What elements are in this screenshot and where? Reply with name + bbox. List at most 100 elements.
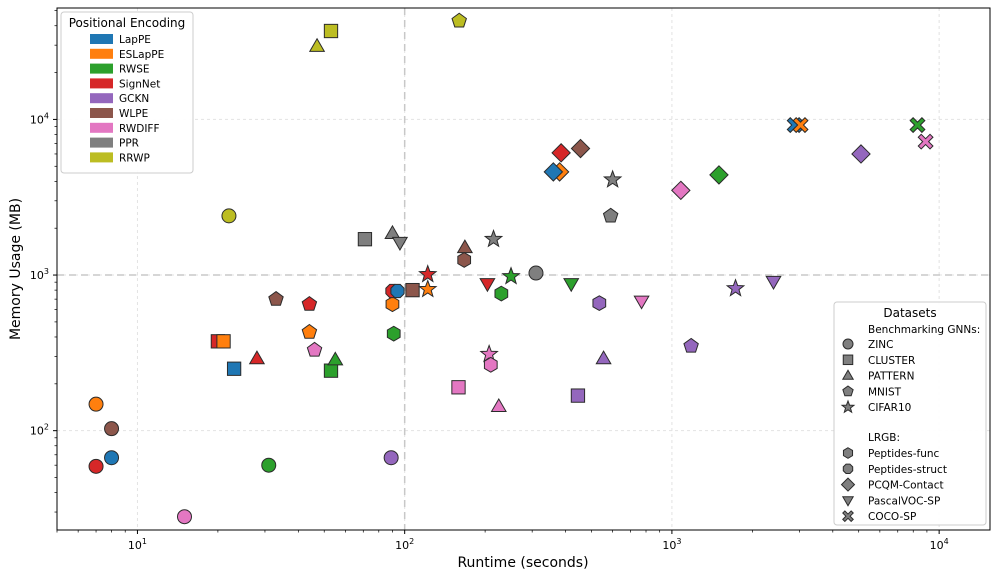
legend-positional-encoding: Positional Encoding LapPE ESLapPE RWSE Sign… (60, 11, 194, 174)
y-axis-label: Memory Usage (MB) (8, 198, 24, 340)
legend-label-rrwp: RRWP (119, 152, 150, 164)
point-wlpe-mnist (268, 290, 284, 306)
legend-ds-label-pcqm-contact: PCQM-Contact (868, 480, 944, 492)
point-rwse-cifar10 (501, 266, 521, 285)
point-signnet-pcqm-contact (551, 143, 571, 163)
legend-marker-cluster (842, 354, 854, 366)
point-rrwp-pattern (308, 37, 326, 52)
y-tick-label: 103 (30, 267, 49, 282)
y-tick-label: 102 (30, 423, 49, 438)
legend-ds-label-coco-sp: COCO-SP (868, 511, 916, 523)
point-signnet-pascalvoc-sp (479, 278, 496, 293)
point-rwdiff-coco-sp (917, 133, 934, 150)
legend-marker-cifar10 (840, 399, 856, 414)
point-rwdiff-cluster (451, 380, 466, 395)
point-gckn-cifar10 (725, 278, 746, 297)
point-rwdiff-peptides-func (483, 356, 498, 373)
legend-label-eslappe: ESLapPE (119, 49, 164, 61)
point-gckn-pattern (595, 350, 612, 365)
point-gckn-peptides-func (592, 295, 607, 312)
legend-datasets: Datasets Benchmarking GNNs: LRGB: ZINC CL… (833, 301, 987, 526)
x-tick-label: 102 (395, 537, 414, 552)
point-rwse-pascalvoc-sp (563, 278, 580, 293)
point-wlpe-peptides-func (457, 252, 472, 268)
legend-pe-title: Positional Encoding (69, 16, 186, 30)
point-lappe-peptides-struct (390, 283, 405, 299)
point-rrwp-cluster (323, 23, 339, 39)
x-axis-label: Runtime (seconds) (457, 555, 588, 571)
point-lappe-pcqm-contact (543, 162, 564, 182)
point-eslappe-cifar10 (418, 279, 438, 298)
point-signnet-pattern (248, 350, 266, 365)
point-rwse-zinc (261, 457, 277, 473)
legend-ds-label-mnist: MNIST (868, 386, 902, 398)
legend-swatch-rrwp (90, 152, 113, 163)
legend-swatch-wlpe (90, 108, 113, 118)
point-eslappe-mnist (301, 323, 318, 339)
x-tick-label: 103 (662, 537, 681, 552)
legend-ds-label-peptides-struct: Peptides-struct (868, 464, 947, 476)
point-rwse-pattern (327, 351, 344, 366)
legend-ds-label-cluster: CLUSTER (868, 355, 915, 367)
y-tick-label: 104 (30, 111, 49, 126)
point-signnet-zinc (88, 458, 104, 474)
point-gckn-pcqm-contact (851, 144, 871, 164)
point-rwdiff-zinc (177, 509, 193, 525)
point-ppr-cluster (357, 232, 373, 247)
x-tick-label: 101 (128, 537, 147, 552)
legend-swatch-signnet (90, 78, 113, 89)
legend-ds-label-zinc: ZINC (868, 339, 893, 351)
point-rwse-peptides-func (494, 285, 509, 302)
point-signnet-mnist (301, 295, 318, 311)
legend-marker-pascalvoc-sp (841, 496, 855, 507)
legend-ds-label-cifar10: CIFAR10 (868, 402, 911, 414)
point-wlpe-cluster (405, 282, 420, 298)
data-points (88, 12, 934, 525)
legend-swatch-lappe (90, 34, 113, 44)
point-rwse-pcqm-contact (709, 165, 729, 185)
point-ppr-pascalvoc-sp (391, 236, 409, 251)
point-signnet-cifar10 (418, 264, 438, 283)
point-rwse-peptides-func (386, 325, 401, 342)
legend-swatch-gckn (90, 93, 113, 104)
x-tick-label: 104 (930, 537, 949, 552)
legend-ds-label-pattern: PATTERN (868, 371, 914, 383)
point-eslappe-peptides-func (385, 296, 400, 313)
point-eslappe-zinc (88, 396, 104, 412)
point-rwdiff-pcqm-contact (671, 180, 691, 201)
point-lappe-zinc (104, 450, 120, 466)
legend-ds-label-peptides-func: Peptides-func (868, 448, 940, 460)
point-rrwp-zinc (221, 208, 237, 224)
legend-swatch-rwdiff (90, 122, 113, 133)
legend-marker-peptides-struct (842, 463, 854, 475)
point-gckn-zinc (383, 450, 399, 466)
point-wlpe-zinc (104, 421, 120, 437)
legend-ds-group2: LRGB: (868, 432, 900, 444)
point-ppr-zinc (528, 265, 544, 281)
legend-label-wlpe: WLPE (119, 108, 148, 120)
legend-ds-label-pascalvoc-sp: PascalVOC-SP (868, 495, 940, 507)
legend-marker-pcqm-contact (840, 477, 856, 492)
point-rwse-coco-sp (909, 117, 926, 134)
legend-swatch-ppr (90, 137, 113, 148)
legend-ds-title: Datasets (883, 306, 936, 320)
legend-marker-peptides-func (842, 447, 854, 459)
legend-label-gckn: GCKN (119, 93, 149, 105)
legend-label-rwse: RWSE (119, 64, 150, 76)
legend-marker-zinc (842, 338, 854, 350)
legend-swatch-rwse (90, 63, 113, 74)
point-ppr-mnist (602, 207, 619, 223)
legend-swatch-eslappe (90, 48, 113, 59)
legend-marker-coco-sp (842, 510, 854, 523)
point-rwdiff-mnist (306, 341, 323, 357)
point-wlpe-pattern (456, 239, 474, 254)
point-lappe-cluster (226, 361, 242, 376)
reference-lines (57, 8, 990, 530)
legend-label-signnet: SignNet (119, 78, 160, 90)
legend-ds-box (833, 301, 987, 526)
point-wlpe-pcqm-contact (570, 138, 591, 159)
point-rwdiff-pascalvoc-sp (633, 295, 650, 310)
point-rwse-cluster (323, 363, 339, 378)
point-gckn-mnist (683, 337, 699, 353)
